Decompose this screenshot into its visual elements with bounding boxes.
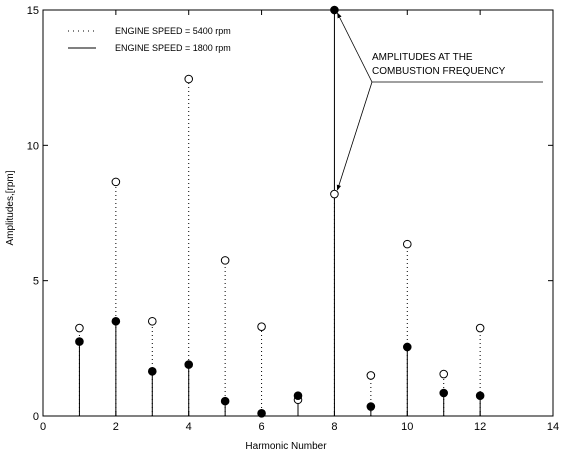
y-axis-title: Amplitudes,[rpm]: [5, 170, 16, 245]
legend: ENGINE SPEED = 5400 rpm ENGINE SPEED = 1…: [68, 26, 231, 53]
marker-1800: [293, 391, 303, 401]
marker-5400: [147, 316, 157, 326]
marker-1800: [75, 337, 84, 346]
combustion-annotation: AMPLITUDES AT THE COMBUSTION FREQUENCY: [336, 12, 543, 191]
marker-5400: [111, 177, 121, 187]
markers-layer: [75, 5, 485, 418]
annotation-arrow-upper: [337, 12, 373, 83]
marker-1800: [220, 396, 230, 406]
marker-1800: [257, 408, 266, 418]
marker-1800: [366, 402, 376, 411]
x-tick-label: 0: [40, 421, 46, 433]
marker-1800: [147, 367, 157, 376]
x-tick-label: 8: [331, 421, 337, 433]
x-tick-label: 10: [401, 421, 413, 433]
annotation-line-2: COMBUSTION FREQUENCY: [372, 66, 506, 77]
marker-1800: [475, 391, 485, 401]
marker-5400: [184, 74, 194, 84]
marker-5400: [475, 323, 485, 333]
x-tick-label: 12: [474, 421, 486, 433]
marker-1800: [111, 316, 121, 326]
marker-5400: [366, 371, 376, 380]
marker-1800: [184, 360, 194, 369]
x-tick-label: 6: [259, 421, 265, 433]
marker-5400: [439, 369, 449, 379]
y-tick-label: 5: [33, 276, 39, 288]
marker-1800: [330, 5, 339, 15]
x-axis-title: Harmonic Number: [245, 441, 327, 452]
annotation-line-1: AMPLITUDES AT THE: [372, 52, 473, 63]
marker-5400: [75, 323, 84, 333]
marker-1800: [439, 388, 449, 398]
y-axis-ticks: 0 5 10 15: [27, 5, 553, 423]
y-tick-label: 10: [27, 140, 39, 152]
marker-5400: [220, 256, 230, 265]
annotation-arrow-lower: [336, 81, 373, 191]
marker-1800: [402, 342, 412, 352]
marker-5400: [330, 189, 339, 199]
marker-5400: [257, 322, 266, 331]
legend-label-1800: ENGINE SPEED = 1800 rpm: [115, 43, 231, 53]
x-tick-label: 2: [113, 421, 119, 433]
legend-label-5400: ENGINE SPEED = 5400 rpm: [115, 26, 231, 36]
marker-5400: [402, 239, 412, 249]
y-tick-label: 0: [33, 411, 39, 423]
x-tick-label: 14: [547, 421, 559, 433]
x-tick-label: 4: [186, 421, 192, 433]
stems-layer: [78, 10, 481, 416]
y-tick-label: 15: [27, 5, 39, 17]
